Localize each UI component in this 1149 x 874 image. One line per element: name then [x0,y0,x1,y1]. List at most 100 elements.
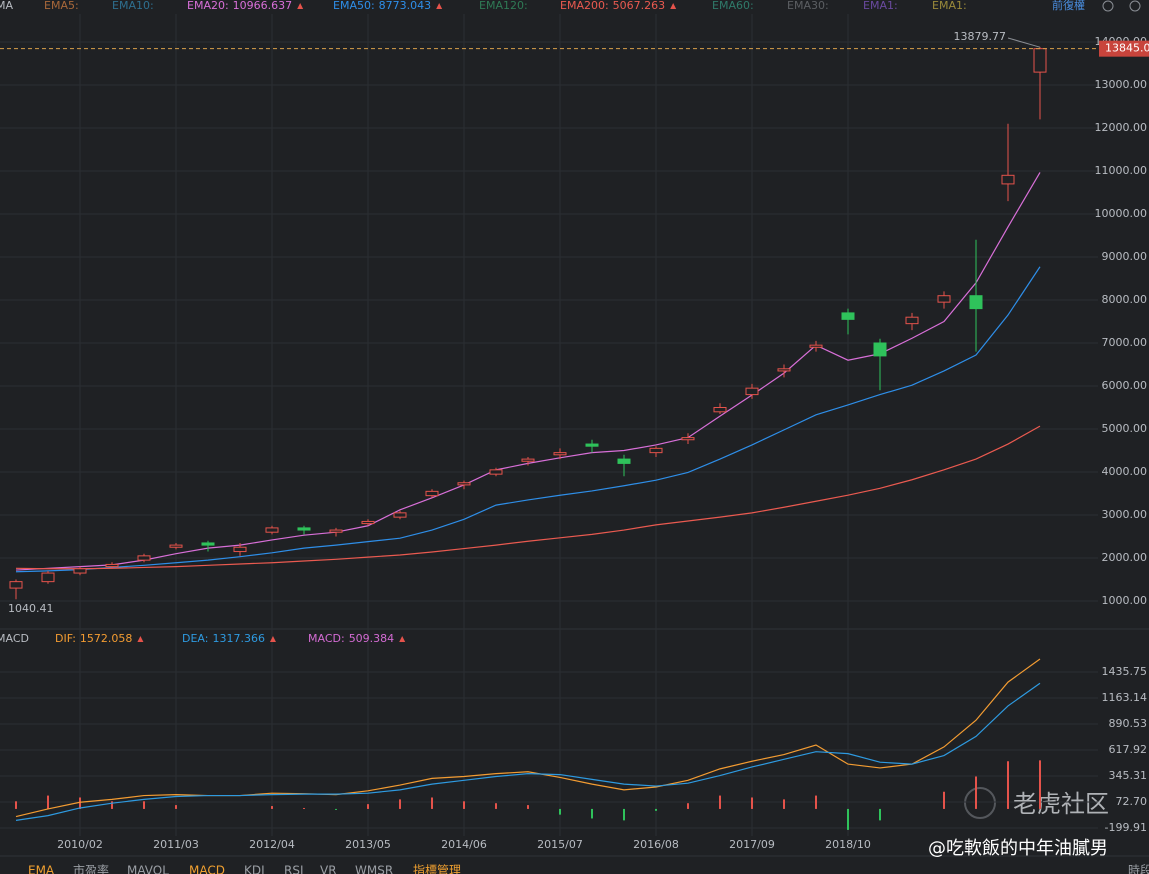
legend-name[interactable]: EMA1: [932,0,967,12]
tab[interactable]: KDJ [244,864,265,874]
trend-arrow [269,636,276,642]
candle-body [297,527,311,531]
y-tick-label: 9000.00 [1102,250,1148,263]
x-tick-label: 2016/08 [633,838,679,851]
macd-bar [1039,760,1041,809]
price-tag [1099,40,1149,57]
y-tick-label: 6000.00 [1102,379,1148,392]
macd-bar [47,795,49,809]
y-tick-label: 345.31 [1109,769,1148,782]
macd-line [15,658,1041,818]
y-tick-label: 2000.00 [1102,551,1148,564]
tab[interactable]: RSI [284,864,304,874]
refresh-icon[interactable] [1102,0,1114,12]
candle-body [329,529,343,533]
y-tick-label: 7000.00 [1102,336,1148,349]
x-tick-label: 2015/07 [537,838,583,851]
candle-body [521,458,535,462]
x-tick-label: 2013/05 [345,838,391,851]
candle-body [745,387,759,396]
ema-line [15,425,1041,570]
adjust-toggle[interactable]: 前復權 [1052,0,1085,12]
candle-body [873,342,887,357]
candle-body [713,407,727,413]
macd-bar [527,805,529,809]
y-tick-label: 4000.00 [1102,465,1148,478]
trend-arrow [399,636,406,642]
legend-name[interactable]: EMA50: [333,0,375,12]
candle-body [1033,48,1047,73]
y-tick-label: 1000.00 [1102,594,1148,607]
candle-body [105,563,119,568]
macd-bar [175,805,177,809]
legend-name[interactable]: DIF: [55,632,76,645]
macd-bar [975,776,977,809]
macd-bar [463,801,465,809]
y-tick-label: 13000.00 [1095,78,1148,91]
indicator-name: MA [0,0,13,12]
legend-name[interactable]: EMA200: [560,0,609,12]
macd-bar [143,801,145,809]
candle-body [457,482,471,486]
candle-body [41,572,55,583]
x-tick-label: 2011/03 [153,838,199,851]
y-tick-label: 1435.75 [1102,665,1148,678]
macd-bar [687,803,689,809]
trend-arrow [670,3,677,9]
candle-body [553,452,567,456]
legend-name[interactable]: EMA30: [787,0,829,12]
candle-body [969,295,983,310]
min-label: 1040.41 [8,602,54,615]
macd-bar [271,806,273,809]
watermark-icon [964,787,996,819]
candle-body [585,443,599,447]
macd-bar [495,803,497,809]
legend-value: 1572.058 [80,632,133,645]
candle-body [425,490,439,497]
candle-body [649,447,663,454]
tab[interactable]: 指標管理 [413,863,461,874]
legend-name[interactable]: EMA120: [479,0,528,12]
annotation-leader [1007,37,1041,48]
candle-body [361,520,375,525]
legend-name[interactable]: MACD: [308,632,345,645]
settings-icon[interactable] [1129,0,1141,12]
trend-arrow [436,3,443,9]
legend-value: 5067.263 [613,0,666,12]
tab[interactable]: 市盈率 [73,863,109,874]
legend-name[interactable]: EMA10: [112,0,154,12]
macd-bar [399,799,401,809]
tab[interactable]: 時段 [1128,863,1149,874]
legend-name[interactable]: EMA5: [44,0,79,12]
tab[interactable]: WMSR [355,864,393,874]
legend-name[interactable]: DEA: [182,632,208,645]
tab[interactable]: MAVOL [127,864,169,874]
legend-value: 1317.366 [212,632,265,645]
y-tick-label: 11000.00 [1095,164,1148,177]
tab[interactable]: MACD [189,864,225,874]
candle-body [681,437,695,441]
macd-bar [79,797,81,809]
macd-bar [431,797,433,809]
legend-name[interactable]: EMA60: [712,0,754,12]
candle-body [393,512,407,518]
candle-body [169,544,183,548]
macd-bar [623,808,625,821]
y-tick-label: 890.53 [1109,717,1148,730]
macd-bar [15,801,17,809]
candle-body [841,312,855,320]
macd-bar [783,799,785,809]
macd-bar [879,808,881,821]
macd-bar [1007,761,1009,809]
tab[interactable]: VR [320,864,337,874]
tab[interactable]: EMA [28,864,55,874]
y-tick-label: 8000.00 [1102,293,1148,306]
macd-bar [719,795,721,809]
candle-body [905,316,919,325]
legend-name[interactable]: EMA1: [863,0,898,12]
candle-body [137,555,151,561]
legend-name[interactable]: EMA20: [187,0,229,12]
macd-bar [367,804,369,809]
macd-bar [559,808,561,815]
